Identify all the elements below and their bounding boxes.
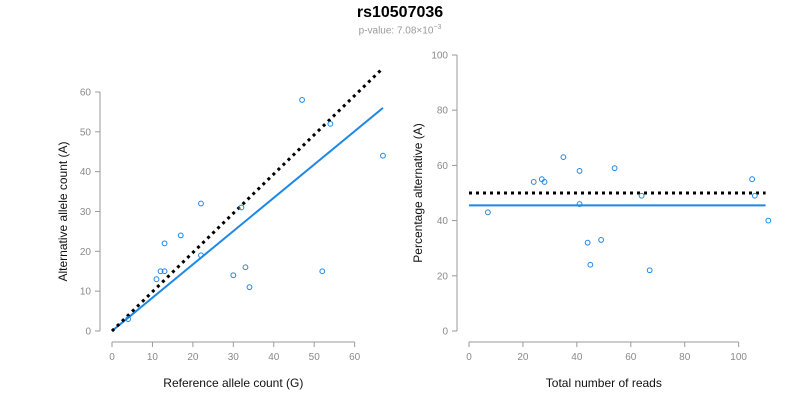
y-tick-label: 50 <box>80 127 92 138</box>
data-point <box>560 154 567 161</box>
data-point <box>587 261 594 268</box>
y-tick-label: 30 <box>80 207 92 218</box>
data-point <box>198 252 204 259</box>
data-point <box>576 168 583 174</box>
subtitle-mantissa: 7.08×10 <box>396 25 434 37</box>
data-point <box>153 276 160 283</box>
data-point <box>484 209 491 216</box>
x-tick-label: 30 <box>228 352 240 363</box>
data-point <box>157 268 164 275</box>
data-point <box>751 192 758 199</box>
data-point <box>327 120 334 127</box>
data-point <box>246 284 253 291</box>
data-point <box>242 264 249 271</box>
x-tick-label: 80 <box>679 352 691 363</box>
data-point <box>765 217 772 224</box>
figure-title: rs10507036 <box>356 4 444 21</box>
data-point <box>598 237 605 243</box>
x-tick-label: 0 <box>466 352 472 363</box>
x-tick-label: 0 <box>109 352 115 363</box>
data-point <box>611 165 618 172</box>
data-point <box>584 239 591 246</box>
data-point <box>638 192 645 199</box>
y-tick-label: 20 <box>437 271 449 282</box>
y-axis-label: Alternative allele count (A) <box>56 141 70 281</box>
y-tick-label: 80 <box>437 106 449 117</box>
y-tick-label: 10 <box>80 287 92 298</box>
figure-subtitle: p-value: 7.08×10−3 <box>0 22 800 37</box>
data-point <box>538 176 545 183</box>
data-point <box>238 204 245 211</box>
y-tick-label: 0 <box>85 327 91 338</box>
data-point <box>177 232 184 239</box>
data-point <box>646 267 653 274</box>
data-point <box>530 179 537 185</box>
data-point <box>161 240 168 247</box>
y-tick-label: 100 <box>431 51 448 62</box>
data-point <box>198 200 204 207</box>
data-point <box>576 201 583 207</box>
fit-line <box>111 107 384 332</box>
data-point <box>319 268 326 275</box>
x-tick-label: 20 <box>517 352 529 363</box>
y-tick-label: 20 <box>80 247 92 258</box>
x-tick-label: 40 <box>268 352 280 363</box>
x-tick-label: 100 <box>730 352 747 363</box>
x-tick-label: 40 <box>571 352 583 363</box>
y-tick-label: 0 <box>442 327 448 338</box>
x-tick-label: 10 <box>147 352 159 363</box>
y-tick-label: 40 <box>80 167 92 178</box>
x-tick-label: 60 <box>349 352 361 363</box>
data-point <box>749 176 756 183</box>
data-point <box>541 179 548 185</box>
data-point <box>125 316 132 322</box>
figure-header: rs10507036 p-value: 7.08×10−3 <box>0 4 800 37</box>
y-tick-label: 40 <box>437 216 449 227</box>
subtitle-exponent: −3 <box>433 24 442 31</box>
x-tick-label: 60 <box>625 352 637 363</box>
x-tick-label: 50 <box>309 352 321 363</box>
y-axis-label: Percentage alternative (A) <box>411 123 425 262</box>
y-tick-label: 60 <box>437 161 449 172</box>
x-axis-label: Reference allele count (G) <box>163 376 303 390</box>
x-tick-label: 20 <box>187 352 199 363</box>
x-axis-label: Total number of reads <box>546 376 662 390</box>
data-point <box>299 97 305 103</box>
data-point <box>380 152 386 159</box>
data-point <box>161 268 168 275</box>
data-point <box>230 272 237 279</box>
y-tick-label: 60 <box>80 87 92 98</box>
subtitle-label: p-value: <box>358 25 397 37</box>
